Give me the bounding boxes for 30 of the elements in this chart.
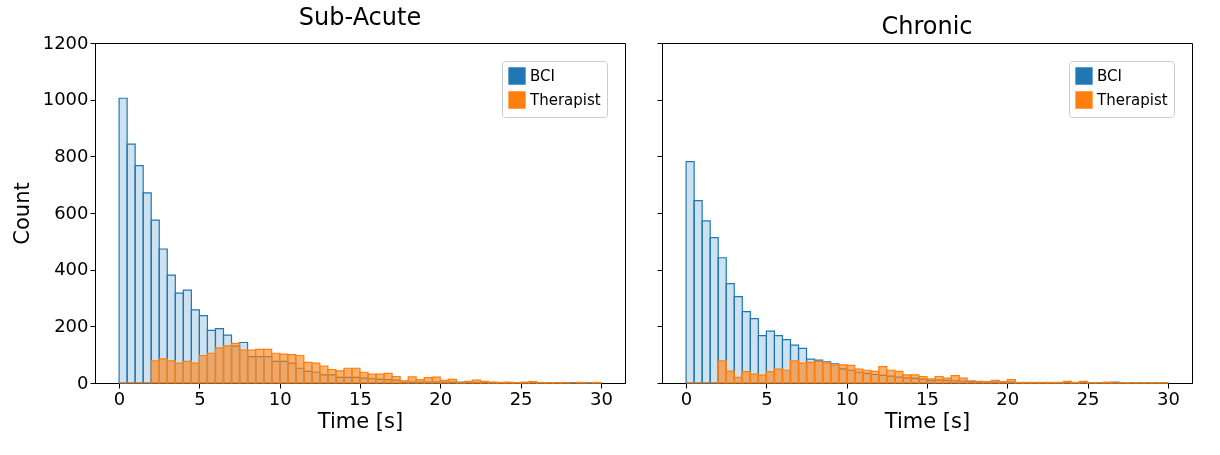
x-axis-title: Time [s] bbox=[316, 408, 404, 433]
x-tick-label: 30 bbox=[1156, 387, 1180, 409]
x-tick-label: 20 bbox=[996, 387, 1020, 409]
y-tick-label: 800 bbox=[54, 144, 89, 166]
x-tick-label: 0 bbox=[680, 387, 693, 409]
x-axis-title: Time [s] bbox=[883, 408, 971, 433]
chart-title: Chronic bbox=[881, 11, 973, 40]
x-tick-label: 30 bbox=[589, 387, 613, 409]
x-tick-label: 10 bbox=[835, 387, 859, 409]
y-tick-label: 400 bbox=[54, 258, 89, 280]
legend-label: Therapist bbox=[529, 91, 601, 109]
y-tick-label: 600 bbox=[54, 201, 89, 223]
x-tick-label: 0 bbox=[113, 387, 126, 409]
x-tick-label: 5 bbox=[194, 387, 206, 409]
x-tick-label: 15 bbox=[349, 387, 372, 409]
legend-label: BCI bbox=[1097, 67, 1122, 85]
x-tick-label: 25 bbox=[1076, 387, 1100, 409]
x-tick-label: 20 bbox=[429, 387, 453, 409]
y-axis-title: Count bbox=[9, 182, 34, 245]
x-tick-label: 25 bbox=[509, 387, 533, 409]
legend-label: BCI bbox=[530, 67, 555, 85]
y-tick-label: 1200 bbox=[42, 31, 89, 53]
legend-label: Therapist bbox=[1096, 91, 1168, 109]
y-tick-label: 0 bbox=[77, 371, 89, 393]
chart-title: Sub-Acute bbox=[298, 3, 422, 31]
x-tick-label: 5 bbox=[761, 387, 773, 409]
x-tick-label: 10 bbox=[268, 387, 292, 409]
y-tick-label: 200 bbox=[54, 314, 89, 336]
y-tick-label: 1000 bbox=[42, 88, 89, 110]
x-tick-label: 15 bbox=[916, 387, 939, 409]
